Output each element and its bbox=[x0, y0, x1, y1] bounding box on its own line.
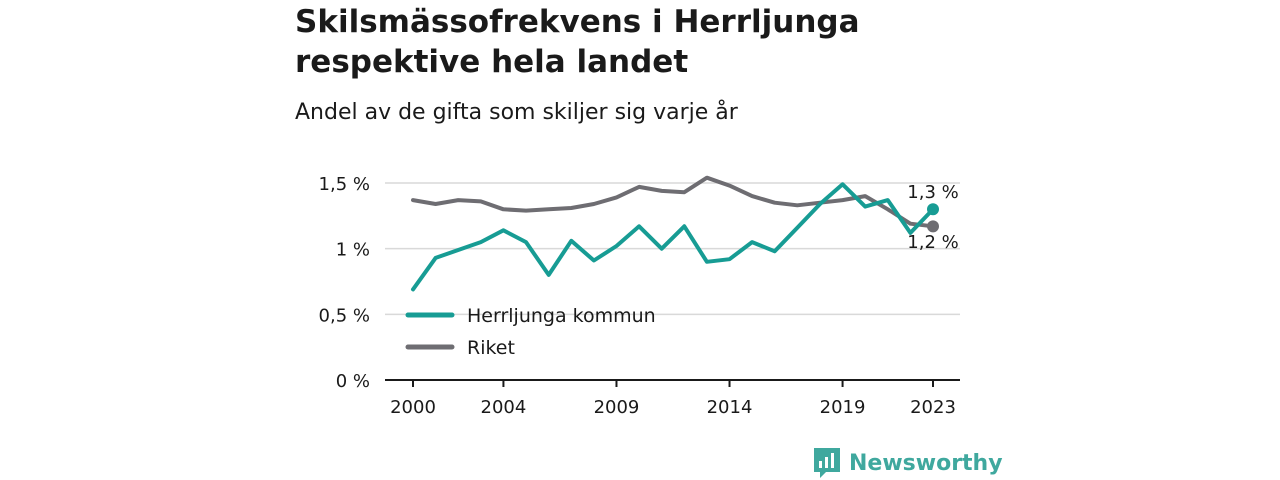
end-point-herrljunga bbox=[927, 203, 939, 216]
y-tick-label: 1 % bbox=[336, 240, 370, 261]
end-label-riket: 1,2 % bbox=[907, 232, 958, 253]
x-tick-label: 2004 bbox=[481, 397, 527, 418]
data-labels: 1,3 % 1,2 % bbox=[907, 182, 958, 253]
x-tick-label: 2014 bbox=[707, 397, 753, 418]
chart-title: Skilsmässofrekvens i Herrljunga respekti… bbox=[295, 4, 860, 80]
legend: Herrljunga kommun Riket bbox=[405, 305, 656, 359]
y-tick-label: 0,5 % bbox=[319, 305, 370, 326]
end-label-herrljunga: 1,3 % bbox=[907, 182, 958, 203]
x-tick-label: 2019 bbox=[820, 397, 866, 418]
y-tick-label: 1,5 % bbox=[319, 174, 370, 195]
end-point-riket bbox=[927, 220, 939, 233]
x-tick-label: 2023 bbox=[910, 397, 956, 418]
grid-lines: 0 % 0,5 % 1 % 1,5 % bbox=[319, 174, 960, 392]
series-line-herrljunga bbox=[411, 182, 935, 292]
x-tick-label: 2000 bbox=[390, 397, 436, 418]
brand-name: Newsworthy bbox=[849, 450, 1003, 476]
newsworthy-logo-icon bbox=[814, 448, 840, 478]
brand-logo: Newsworthy bbox=[813, 446, 1003, 480]
x-tick-label: 2009 bbox=[594, 397, 640, 418]
legend-label: Riket bbox=[467, 337, 515, 359]
legend-label: Herrljunga kommun bbox=[467, 305, 656, 327]
series-line-riket bbox=[411, 175, 935, 229]
x-axis: 2000 2004 2009 2014 2019 2023 bbox=[385, 379, 960, 418]
chart-subtitle: Andel av de gifta som skiljer sig varje … bbox=[295, 100, 738, 125]
series-lines bbox=[411, 175, 939, 292]
y-tick-label: 0 % bbox=[336, 371, 370, 392]
